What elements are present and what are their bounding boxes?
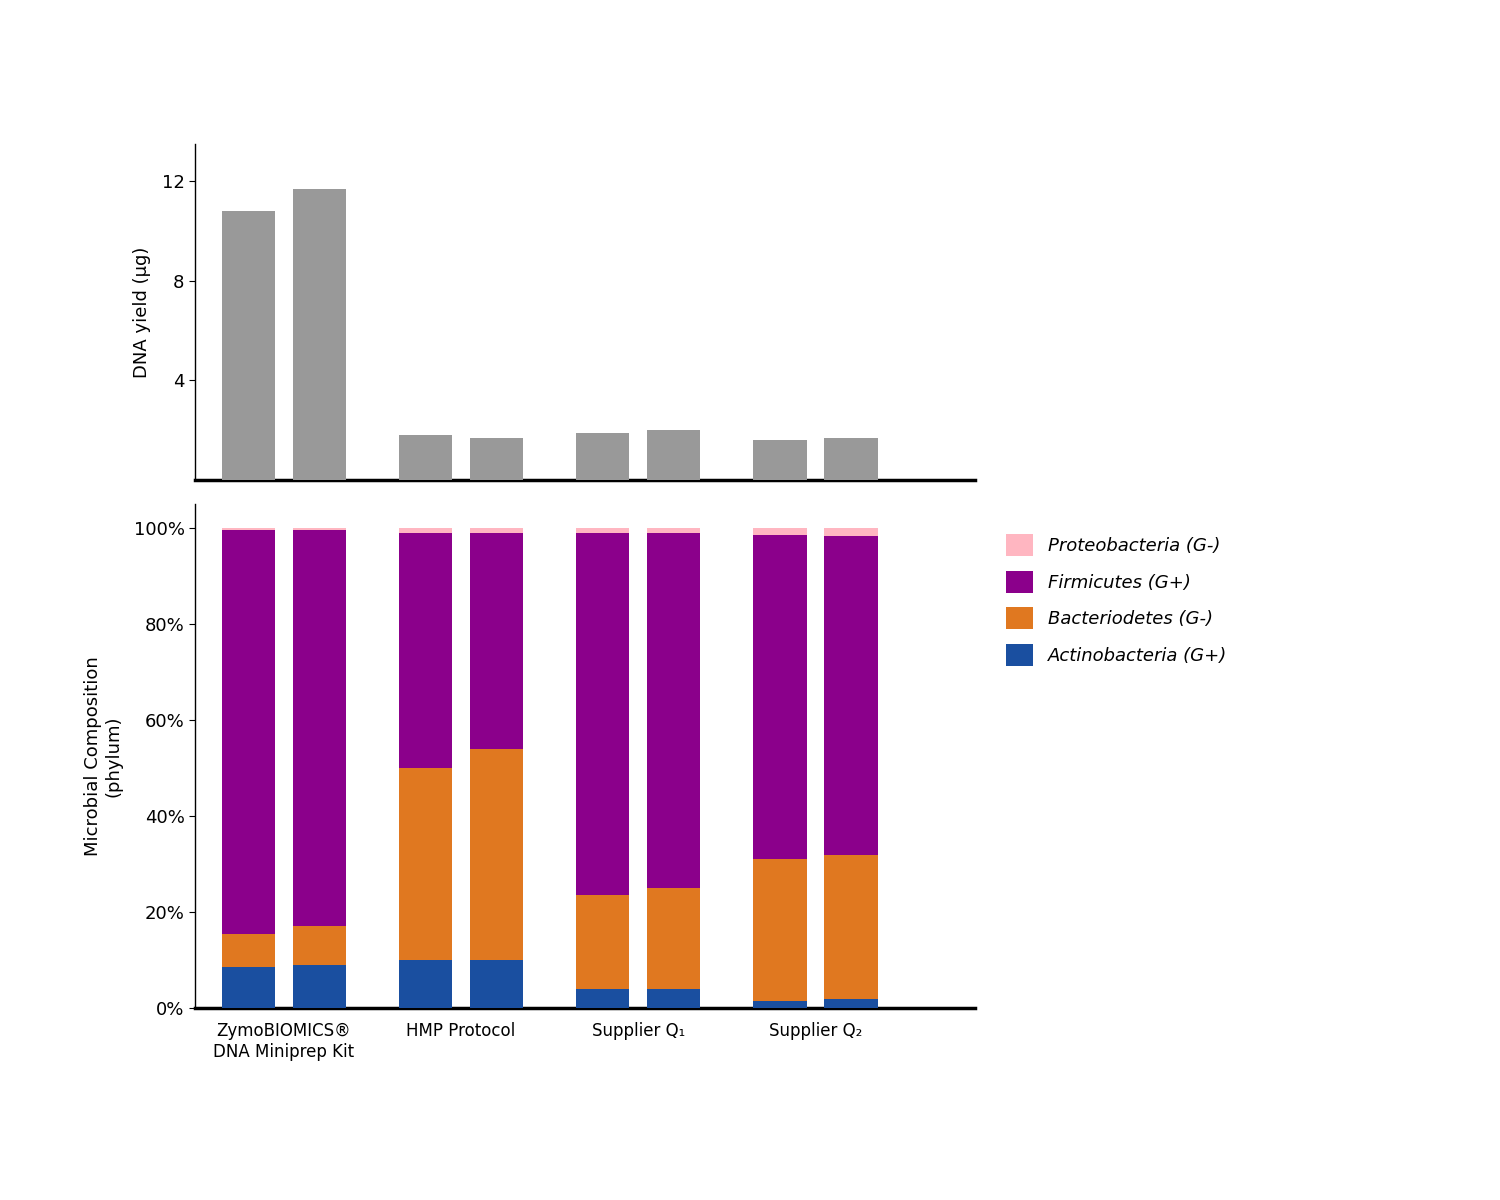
Bar bbox=[470, 533, 524, 749]
Bar bbox=[576, 528, 630, 533]
Bar bbox=[576, 533, 630, 895]
Bar bbox=[470, 749, 524, 960]
Bar bbox=[222, 530, 274, 934]
Bar bbox=[399, 960, 451, 1008]
Bar bbox=[399, 436, 451, 480]
Y-axis label: DNA yield (µg): DNA yield (µg) bbox=[132, 246, 150, 378]
Y-axis label: Microbial Composition
(phylum): Microbial Composition (phylum) bbox=[84, 656, 123, 856]
Bar bbox=[399, 533, 451, 768]
Bar bbox=[222, 211, 274, 480]
Bar bbox=[470, 960, 524, 1008]
Bar bbox=[753, 535, 807, 859]
Bar bbox=[576, 989, 630, 1008]
Bar bbox=[753, 1001, 807, 1008]
Bar bbox=[646, 528, 700, 533]
Bar bbox=[825, 1000, 878, 1008]
Bar bbox=[825, 856, 878, 1000]
Bar bbox=[470, 528, 524, 533]
Bar bbox=[825, 438, 878, 480]
Bar bbox=[753, 859, 807, 1001]
Bar bbox=[825, 528, 878, 536]
Bar bbox=[825, 536, 878, 856]
Bar bbox=[753, 528, 807, 535]
Bar bbox=[646, 989, 700, 1008]
Bar bbox=[576, 433, 630, 480]
Bar bbox=[292, 926, 345, 965]
Bar bbox=[646, 533, 700, 888]
Bar bbox=[753, 440, 807, 480]
Bar bbox=[646, 888, 700, 989]
Bar bbox=[292, 965, 345, 1008]
Bar bbox=[646, 431, 700, 480]
Bar bbox=[470, 438, 524, 480]
Bar bbox=[576, 895, 630, 989]
Bar bbox=[222, 967, 274, 1008]
Bar bbox=[292, 530, 345, 926]
Bar bbox=[399, 528, 451, 533]
Bar bbox=[292, 188, 345, 480]
Bar bbox=[222, 934, 274, 967]
Bar bbox=[222, 528, 274, 530]
Bar bbox=[292, 528, 345, 530]
Bar bbox=[399, 768, 451, 960]
Legend: Proteobacteria (G-), Firmicutes (G+), Bacteriodetes (G-), Actinobacteria (G+): Proteobacteria (G-), Firmicutes (G+), Ba… bbox=[999, 527, 1234, 673]
